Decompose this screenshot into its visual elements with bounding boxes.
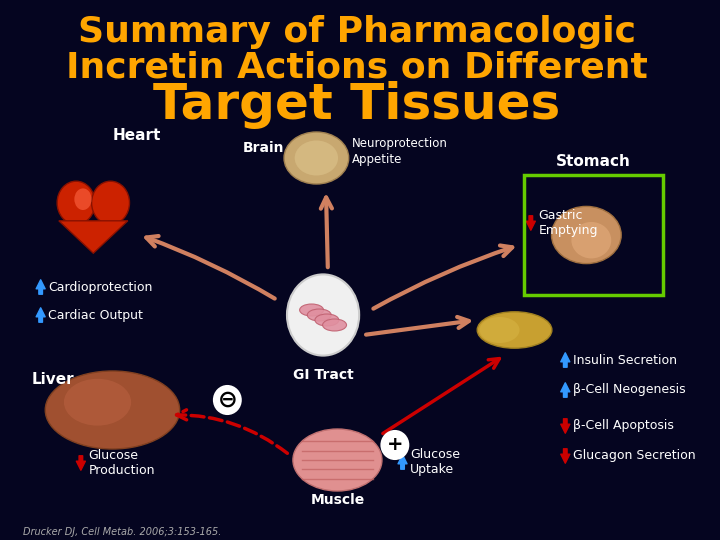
- Text: β-Cell Apoptosis: β-Cell Apoptosis: [573, 420, 674, 433]
- Ellipse shape: [74, 188, 91, 210]
- Ellipse shape: [91, 181, 130, 225]
- Ellipse shape: [315, 314, 339, 326]
- Text: Glucagon Secretion: Glucagon Secretion: [573, 449, 696, 462]
- Ellipse shape: [287, 274, 359, 356]
- Text: Brain: Brain: [243, 141, 284, 155]
- Text: Neuroprotection: Neuroprotection: [352, 137, 448, 150]
- Ellipse shape: [300, 304, 323, 316]
- Text: Stomach: Stomach: [556, 154, 631, 170]
- Text: Heart: Heart: [112, 127, 161, 143]
- Ellipse shape: [572, 222, 611, 259]
- Ellipse shape: [552, 206, 621, 264]
- Text: Drucker DJ, Cell Metab. 2006;3:153-165.: Drucker DJ, Cell Metab. 2006;3:153-165.: [24, 527, 222, 537]
- Ellipse shape: [57, 181, 95, 225]
- Ellipse shape: [480, 317, 520, 343]
- Ellipse shape: [284, 132, 348, 184]
- Text: Summary of Pharmacologic: Summary of Pharmacologic: [78, 15, 636, 49]
- Text: Glucose
Production: Glucose Production: [89, 449, 155, 477]
- Text: Gastric
Emptying: Gastric Emptying: [539, 209, 598, 237]
- Text: Cardiac Output: Cardiac Output: [48, 308, 143, 321]
- Ellipse shape: [307, 309, 331, 321]
- Polygon shape: [59, 221, 127, 253]
- Ellipse shape: [64, 379, 131, 426]
- Text: Liver: Liver: [32, 373, 74, 388]
- Text: Incretin Actions on Different: Incretin Actions on Different: [66, 51, 647, 85]
- Text: β-Cell Neogenesis: β-Cell Neogenesis: [573, 383, 685, 396]
- Ellipse shape: [477, 312, 552, 348]
- Text: ⊖: ⊖: [217, 388, 237, 412]
- Text: GI Tract: GI Tract: [293, 368, 354, 382]
- Text: Appetite: Appetite: [352, 153, 402, 166]
- Ellipse shape: [323, 319, 346, 331]
- Text: Insulin Secretion: Insulin Secretion: [573, 354, 677, 367]
- Circle shape: [382, 431, 408, 459]
- Ellipse shape: [293, 429, 382, 491]
- Text: Cardioprotection: Cardioprotection: [48, 280, 153, 294]
- Ellipse shape: [294, 140, 339, 176]
- Text: Glucose
Uptake: Glucose Uptake: [410, 448, 460, 476]
- Ellipse shape: [45, 371, 180, 449]
- Text: Muscle: Muscle: [310, 493, 364, 507]
- Circle shape: [214, 386, 240, 414]
- Text: Target Tissues: Target Tissues: [153, 81, 560, 129]
- Text: +: +: [387, 435, 403, 455]
- Bar: [524, 175, 663, 295]
